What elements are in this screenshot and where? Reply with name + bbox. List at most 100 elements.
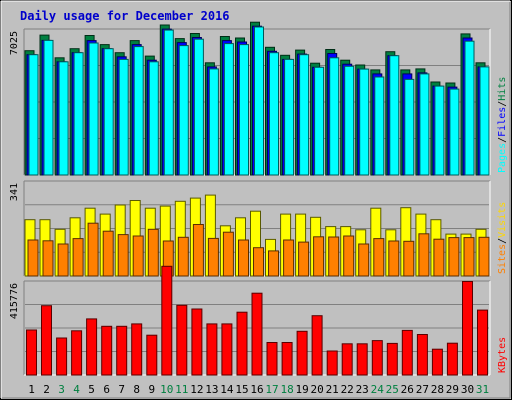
bar-sites-day-25 — [388, 240, 400, 277]
bar-sites-day-7 — [117, 234, 129, 277]
bar-sites-day-14 — [222, 231, 234, 277]
x-tick-label: 20 — [310, 383, 323, 396]
right-legend: KBytes — [497, 337, 508, 373]
x-tick-label: 11 — [175, 383, 188, 396]
bar-sites-day-18 — [283, 239, 295, 277]
bar-pages-day-9 — [148, 61, 159, 176]
legend-entry-visits: Visits — [497, 202, 508, 238]
bar-sites-day-20 — [313, 236, 325, 277]
bar-sites-day-29 — [448, 237, 460, 277]
bar-kbytes-day-27 — [416, 334, 428, 376]
bar-sites-day-24 — [373, 238, 385, 277]
bar-sites-day-5 — [87, 222, 99, 277]
chart-title: Daily usage for December 2016 — [20, 9, 230, 23]
kbytes-panel: 415776 KBytes — [9, 265, 508, 376]
bar-pages-day-7 — [118, 58, 129, 176]
x-tick-label: 22 — [341, 383, 354, 396]
bar-kbytes-day-9 — [146, 334, 158, 376]
bar-kbytes-day-15 — [236, 311, 248, 376]
bar-pages-day-19 — [299, 54, 310, 176]
x-tick-label: 14 — [220, 383, 234, 396]
bar-kbytes-day-2 — [41, 305, 52, 376]
bar-sites-day-16 — [253, 247, 264, 277]
bar-pages-day-22 — [344, 65, 355, 176]
x-tick-label: 2 — [43, 383, 50, 396]
bar-pages-day-3 — [58, 61, 69, 176]
x-tick-label: 29 — [446, 383, 459, 396]
bar-sites-day-13 — [207, 237, 219, 277]
x-tick-label: 26 — [401, 383, 414, 396]
bar-kbytes-day-20 — [311, 315, 323, 376]
bar-pages-day-2 — [43, 39, 54, 176]
bar-kbytes-day-10 — [161, 265, 173, 376]
bar-kbytes-day-3 — [56, 337, 68, 376]
bar-pages-day-13 — [208, 68, 219, 176]
bar-kbytes-day-30 — [462, 281, 473, 376]
right-legend: Sites/Visits — [497, 202, 508, 274]
bar-pages-day-6 — [103, 48, 114, 176]
bar-kbytes-day-14 — [221, 323, 233, 376]
bar-kbytes-day-29 — [446, 342, 458, 376]
bar-pages-day-8 — [133, 46, 144, 176]
bar-pages-day-5 — [88, 42, 99, 176]
bar-kbytes-day-18 — [281, 342, 293, 376]
x-tick-label: 30 — [461, 383, 474, 396]
x-tick-label: 13 — [205, 383, 218, 396]
x-tick-label: 7 — [118, 383, 125, 396]
bar-kbytes-day-16 — [251, 292, 263, 376]
bar-kbytes-day-21 — [326, 350, 338, 376]
bar-pages-day-17 — [269, 52, 279, 176]
bar-kbytes-day-26 — [401, 329, 413, 376]
bar-sites-day-1 — [27, 239, 39, 277]
bar-sites-day-3 — [57, 243, 69, 277]
visits-panel: 341 Sites/Visits — [9, 180, 508, 277]
bar-pages-day-15 — [239, 44, 249, 176]
bar-kbytes-day-6 — [101, 325, 113, 376]
y-max-label: 415776 — [9, 283, 20, 319]
bar-kbytes-day-17 — [266, 342, 278, 376]
bar-pages-day-11 — [178, 45, 189, 176]
x-tick-label: 8 — [133, 383, 140, 396]
x-tick-label: 24 — [371, 383, 385, 396]
x-tick-label: 19 — [295, 383, 308, 396]
bar-pages-day-10 — [163, 29, 174, 176]
bar-pages-day-12 — [193, 38, 204, 176]
x-tick-label: 27 — [416, 383, 429, 396]
bar-sites-day-22 — [343, 235, 355, 277]
bar-kbytes-day-4 — [71, 330, 83, 376]
bar-kbytes-day-22 — [341, 343, 353, 376]
bar-pages-day-27 — [419, 73, 430, 176]
legend-separator: / — [497, 101, 508, 107]
bar-kbytes-day-24 — [371, 340, 383, 376]
bar-sites-day-31 — [478, 236, 490, 277]
bar-pages-day-1 — [28, 54, 39, 176]
x-tick-label: 25 — [386, 383, 399, 396]
y-max-label: 7025 — [9, 31, 20, 55]
bar-pages-day-16 — [254, 26, 264, 176]
right-legend: Pages/Files/Hits — [497, 77, 508, 173]
x-axis-labels: 1 2 3 4 5 6 7 8 9 10 11 12 13 14 15 16 17 18 19 20 21 22 23 24 2… — [28, 383, 489, 396]
x-tick-label: 31 — [476, 383, 489, 396]
bar-kbytes-day-1 — [26, 329, 37, 376]
bar-pages-day-24 — [374, 76, 385, 176]
bar-sites-day-23 — [358, 243, 370, 277]
bar-kbytes-day-11 — [176, 304, 188, 376]
bar-kbytes-day-13 — [206, 323, 218, 376]
legend-entry-files: Files — [497, 107, 508, 137]
legend-separator: / — [497, 238, 508, 244]
bar-kbytes-day-25 — [386, 342, 398, 376]
x-tick-label: 18 — [280, 383, 293, 396]
bar-sites-day-2 — [42, 240, 54, 277]
bar-pages-day-25 — [389, 55, 400, 176]
bar-sites-day-28 — [433, 238, 445, 277]
bar-sites-day-11 — [177, 236, 189, 277]
x-tick-label: 21 — [326, 383, 339, 396]
bar-pages-day-14 — [223, 43, 234, 176]
bar-sites-day-15 — [238, 239, 249, 277]
x-tick-label: 17 — [265, 383, 278, 396]
bar-pages-day-26 — [404, 78, 415, 176]
x-tick-label: 3 — [58, 383, 65, 396]
bar-pages-day-28 — [434, 85, 445, 176]
